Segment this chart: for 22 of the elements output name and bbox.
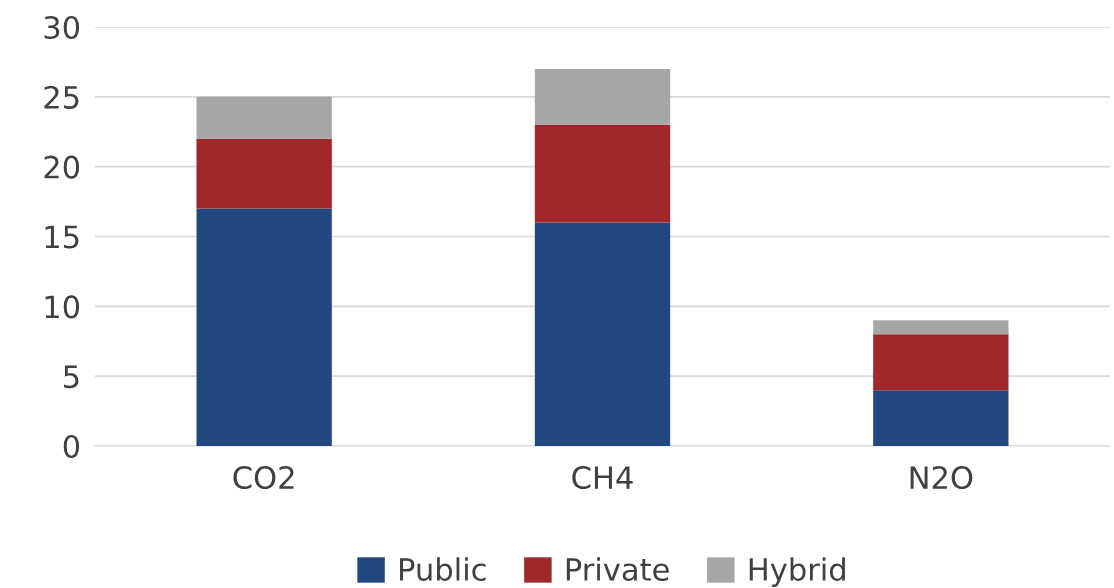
bar bbox=[873, 320, 1009, 335]
bar bbox=[196, 96, 332, 139]
y-tick-label: 10 bbox=[45, 295, 80, 319]
legend-label: Public bbox=[400, 557, 486, 581]
bar bbox=[873, 390, 1009, 446]
y-tick-label: 15 bbox=[45, 225, 79, 249]
bar bbox=[534, 222, 671, 446]
bar bbox=[534, 68, 671, 125]
x-tick-label: CH4 bbox=[572, 465, 633, 490]
bar bbox=[196, 138, 332, 209]
bar bbox=[534, 124, 671, 223]
y-tick-label: 30 bbox=[44, 15, 80, 40]
y-tick-label: 20 bbox=[44, 155, 80, 179]
y-tick-label: 25 bbox=[44, 85, 79, 109]
y-tick-label: 0 bbox=[63, 434, 80, 459]
bar bbox=[873, 334, 1009, 391]
legend-label: Private bbox=[566, 557, 669, 581]
x-tick-label: N2O bbox=[910, 465, 973, 490]
x-tick-label: CO2 bbox=[233, 465, 294, 490]
bar bbox=[196, 208, 332, 446]
legend-label: Hybrid bbox=[749, 557, 845, 587]
y-tick-label: 5 bbox=[64, 365, 79, 389]
